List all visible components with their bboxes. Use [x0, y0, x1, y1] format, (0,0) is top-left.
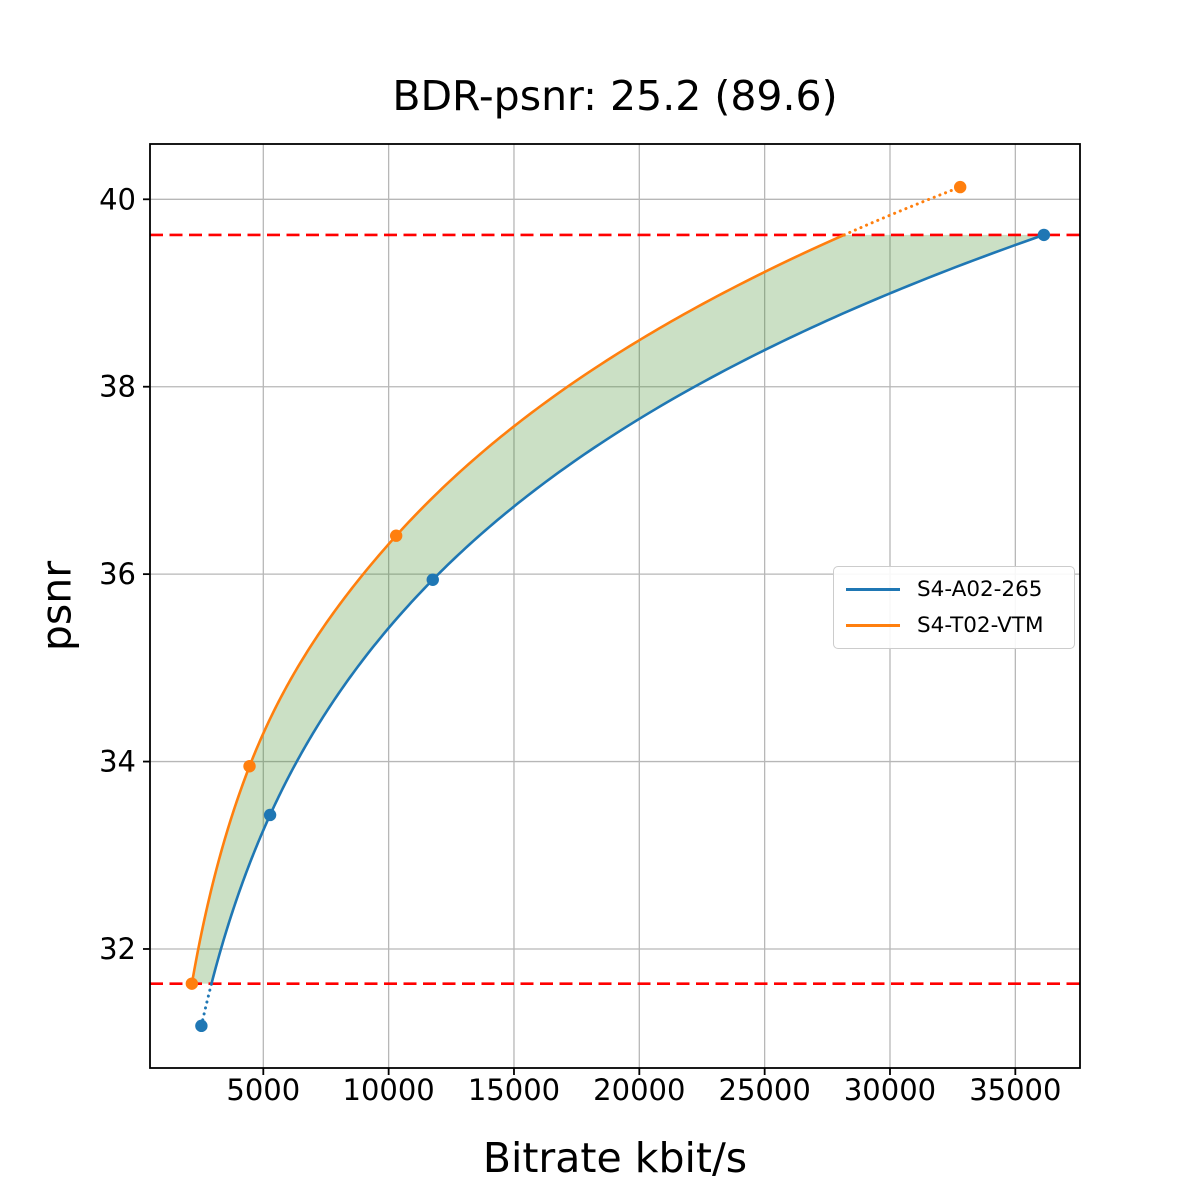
x-tick-label: 20000	[593, 1073, 685, 1107]
curve-dotted-S4-A02-265	[199, 982, 213, 1028]
legend-label: S4-A02-265	[917, 577, 1043, 603]
legend-line-swatch	[846, 588, 900, 592]
y-tick-label: 32	[99, 932, 136, 966]
y-tick-label: 40	[99, 182, 136, 216]
y-axis-label: psnr	[32, 560, 81, 652]
x-tick-label: 35000	[969, 1073, 1061, 1107]
x-tick-label: 30000	[844, 1073, 936, 1107]
legend-label: S4-T02-VTM	[917, 612, 1044, 638]
marker-S4-A02-265	[1037, 228, 1051, 242]
y-tick-label: 38	[99, 370, 136, 404]
x-axis-label: Bitrate kbit/s	[482, 1134, 748, 1182]
marker-S4-T02-VTM	[185, 977, 199, 990]
legend-item-S4-A02-265: S4-A02-265	[834, 577, 1074, 602]
marker-S4-A02-265	[426, 573, 439, 586]
chart-title: BDR-psnr: 25.2 (89.6)	[392, 72, 838, 120]
curve-S4-A02-265	[210, 233, 1045, 984]
marker-S4-A02-265	[195, 1019, 208, 1033]
bd-overlap-fill	[191, 234, 1044, 984]
x-tick-label: 10000	[343, 1073, 435, 1107]
x-tick-label: 15000	[468, 1073, 560, 1107]
legend-item-S4-T02-VTM: S4-T02-VTM	[834, 613, 1074, 638]
marker-S4-A02-265	[263, 808, 277, 822]
legend: S4-A02-265 S4-T02-VTM	[833, 566, 1075, 649]
plot-border	[149, 143, 1081, 1069]
curve-dotted-S4-T02-VTM	[842, 185, 962, 237]
marker-S4-T02-VTM	[243, 760, 256, 773]
marker-S4-T02-VTM	[389, 529, 403, 542]
y-tick-label: 34	[99, 745, 136, 779]
legend-line-swatch	[846, 623, 900, 627]
x-tick-label: 5000	[226, 1073, 300, 1107]
curve-S4-T02-VTM	[190, 233, 845, 984]
y-tick-label: 36	[99, 557, 136, 591]
marker-S4-T02-VTM	[953, 180, 967, 194]
x-tick-label: 25000	[719, 1073, 811, 1107]
